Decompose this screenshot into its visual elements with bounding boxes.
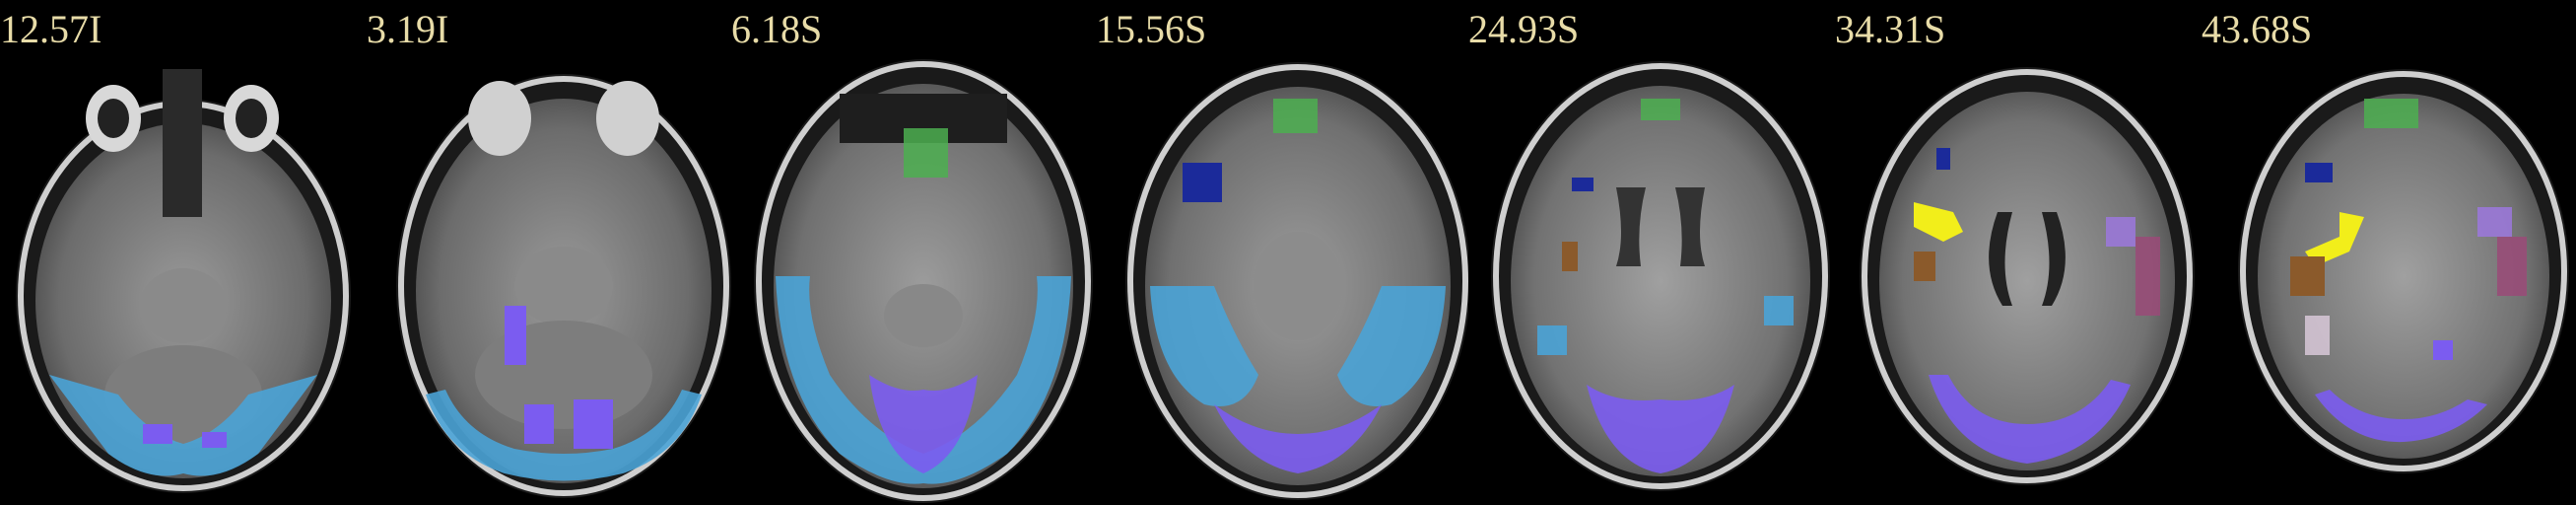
slice-label-5: 24.93S [1468, 7, 1580, 51]
brain-slice-2 [367, 0, 731, 505]
slice-label-6: 34.31S [1835, 7, 1946, 51]
slice-label-1: 12.57I [0, 7, 102, 51]
brain-slice-6 [1835, 0, 2202, 505]
slice-label-4: 15.56S [1096, 7, 1207, 51]
slice-label-3: 6.18S [731, 7, 823, 51]
brain-slice-1 [0, 0, 367, 505]
slice-label-7: 43.68S [2202, 7, 2313, 51]
slice-label-2: 3.19I [367, 7, 449, 51]
brain-slice-4 [1096, 0, 1468, 505]
brain-slice-3 [731, 0, 1096, 505]
brain-slice-7 [2202, 0, 2576, 505]
brain-slice-5 [1468, 0, 1835, 505]
